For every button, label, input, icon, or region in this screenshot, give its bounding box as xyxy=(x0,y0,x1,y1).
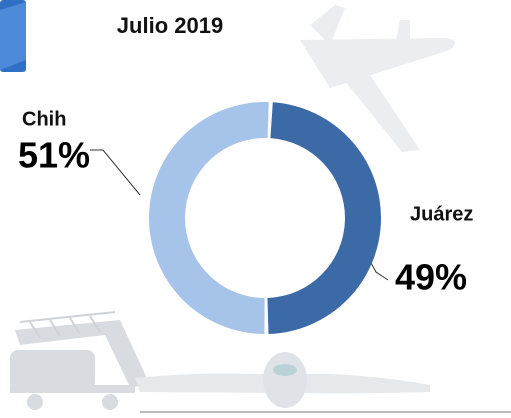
category-label: Chih xyxy=(22,108,66,130)
category-label: Juárez xyxy=(410,203,473,225)
value-label: 49% xyxy=(395,257,467,298)
chart-title: Julio 2019 xyxy=(117,13,223,38)
leader-line xyxy=(90,149,141,196)
donut-segment xyxy=(267,102,382,334)
value-label: 51% xyxy=(18,135,90,176)
donut-segment xyxy=(149,102,269,334)
